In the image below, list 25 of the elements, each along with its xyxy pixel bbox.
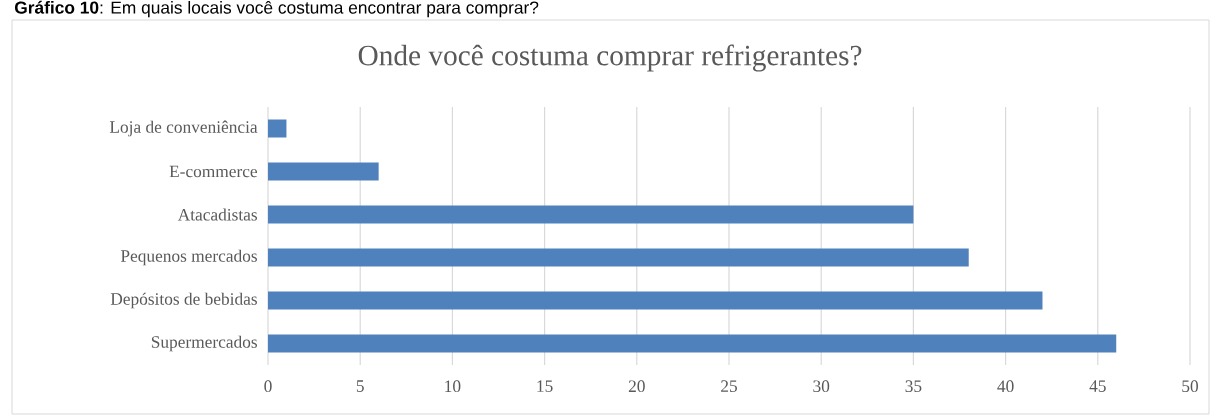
x-tick-label: 35 — [905, 380, 922, 393]
y-tick-label: Atacadistas — [177, 208, 257, 221]
bar — [268, 162, 379, 181]
bar — [268, 334, 1117, 353]
x-tick-label: 25 — [721, 380, 737, 393]
x-tick-label: 0 — [264, 380, 272, 393]
y-tick-label: Pequenos mercados — [120, 249, 257, 266]
x-tick-label: 45 — [1089, 380, 1106, 392]
chart-title: Onde você costuma comprar refrigerantes? — [358, 44, 862, 72]
y-tick-label: Loja de conveniência — [109, 120, 258, 137]
x-tick-label: 30 — [813, 380, 830, 393]
y-tick-label: Supermercados — [151, 335, 257, 352]
y-tick-label: E-commerce — [169, 165, 258, 178]
bar — [268, 291, 1043, 310]
x-tick-label: 10 — [445, 380, 461, 393]
x-tick-label: 5 — [356, 380, 364, 392]
x-tick-label: 20 — [628, 380, 645, 393]
bar — [268, 205, 914, 224]
y-tick-label: Depósitos de bebidas — [110, 292, 257, 309]
x-tick-label: 50 — [1182, 380, 1198, 393]
x-tick-label: 40 — [997, 380, 1014, 393]
bar — [268, 119, 287, 138]
bar — [268, 248, 969, 267]
text: Gráfico 10: Em quais locais você costuma encontrar para comprar? — [14, 0, 539, 18]
x-tick-label: 15 — [537, 380, 553, 392]
